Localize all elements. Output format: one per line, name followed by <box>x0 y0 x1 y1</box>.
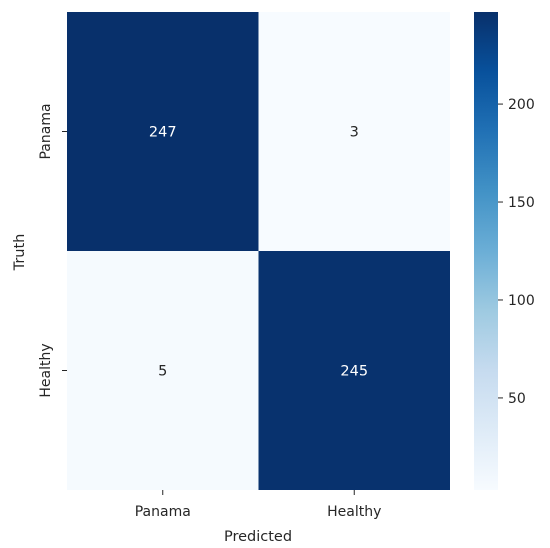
y-tick-label-0: Panama <box>38 103 54 159</box>
y-axis-ticks: Panama Healthy <box>38 103 67 398</box>
heatmap-cell-1-0 <box>67 251 259 490</box>
y-tick-label-1: Healthy <box>38 343 54 397</box>
x-axis-ticks: Panama Healthy <box>135 490 381 520</box>
colorbar-gradient <box>474 12 498 490</box>
colorbar-tick-label-2: 150 <box>508 195 535 211</box>
x-axis-label: Predicted <box>224 529 292 545</box>
y-axis-label: Truth <box>12 234 28 272</box>
cell-value-0-1: 3 <box>350 125 359 141</box>
cell-value-1-0: 5 <box>158 364 167 380</box>
colorbar-ticks: 50 100 150 200 <box>498 97 535 407</box>
heatmap-cell-0-0 <box>67 12 259 251</box>
cell-value-1-1: 245 <box>340 364 368 380</box>
x-tick-label-1: Healthy <box>327 504 381 520</box>
cell-value-0-0: 247 <box>149 125 177 141</box>
colorbar-tick-label-0: 50 <box>508 391 526 407</box>
colorbar: 50 100 150 200 <box>474 12 535 490</box>
heatmap-cell-1-1 <box>258 251 450 490</box>
colorbar-tick-label-1: 100 <box>508 293 535 309</box>
heatmap-cells <box>67 12 450 490</box>
heatmap-cell-labels: 247 3 5 245 <box>149 125 368 380</box>
x-tick-label-0: Panama <box>135 504 191 520</box>
heatmap-cell-0-1 <box>258 12 450 251</box>
colorbar-tick-label-3: 200 <box>508 97 535 113</box>
